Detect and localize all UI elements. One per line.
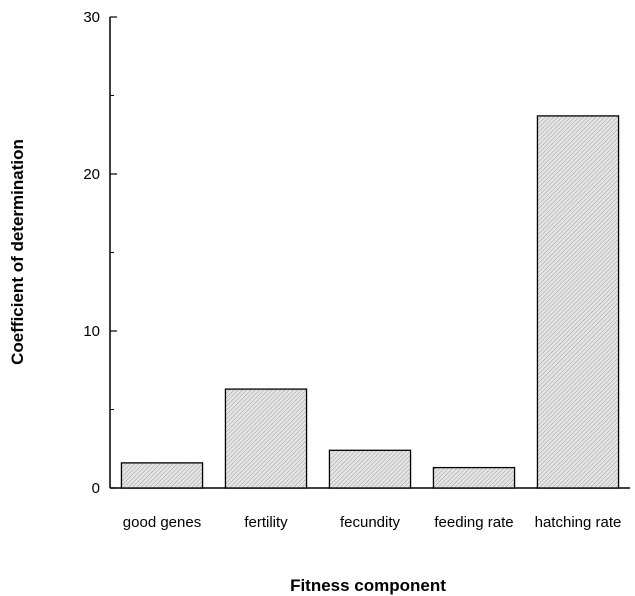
plot-area: 0 10 20 30 good genes fertility fecundity feedi… <box>83 9 630 531</box>
bar-fecundity <box>328 449 412 489</box>
bar-feeding-rate <box>432 466 516 489</box>
y-tick-label: 10 <box>83 323 100 340</box>
bar-good-genes <box>120 462 204 489</box>
x-tick-label: feeding rate <box>434 514 513 531</box>
y-tick-label: 0 <box>92 480 100 497</box>
y-tick-label: 30 <box>83 9 100 26</box>
y-tick-label: 20 <box>83 166 100 183</box>
y-axis-title: Coefficient of determination <box>8 139 27 365</box>
x-tick-label: fertility <box>244 514 288 531</box>
x-axis-title: Fitness component <box>290 576 446 595</box>
bar-hatching-rate <box>536 115 620 489</box>
bar-fertility <box>224 388 308 489</box>
x-tick-label: fecundity <box>340 514 401 531</box>
x-tick-label: good genes <box>123 514 201 531</box>
x-tick-label: hatching rate <box>535 514 622 531</box>
